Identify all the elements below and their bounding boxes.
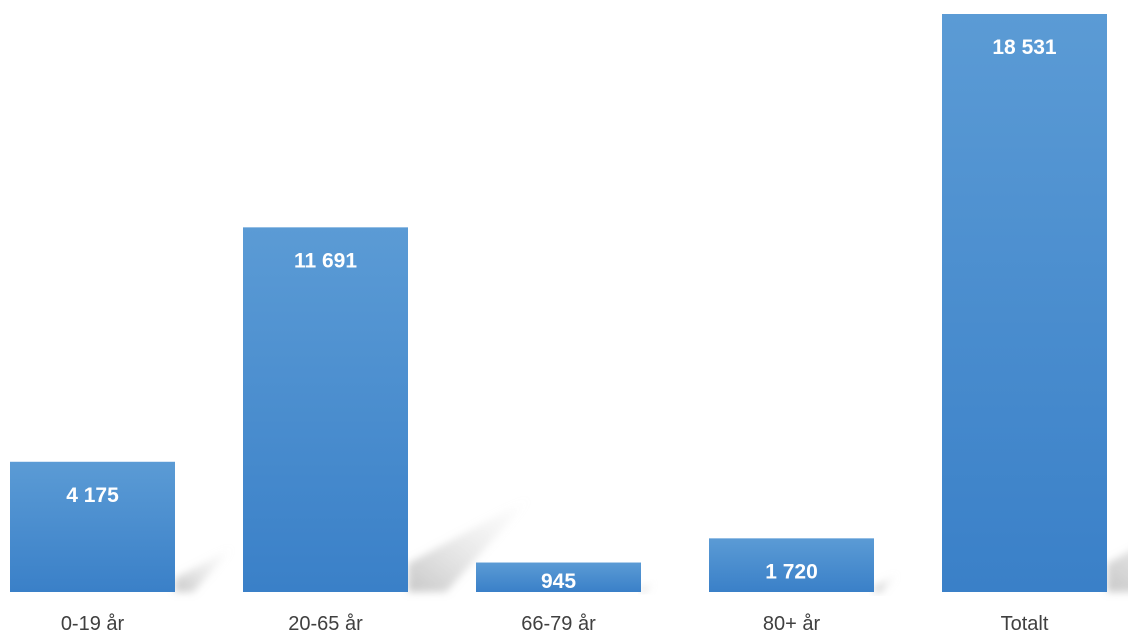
bar (243, 227, 408, 592)
data-label: 4 175 (66, 484, 119, 507)
bar (942, 14, 1107, 592)
category-labels: 0-19 år 20-65 år 66-79 år 80+ år Totalt (61, 613, 1049, 635)
bar-shadow (175, 546, 235, 592)
bar-shadow (874, 573, 899, 592)
data-label: 945 (541, 570, 576, 593)
bar-shadows (175, 497, 1128, 592)
category-label: 0-19 år (61, 613, 125, 633)
data-label: 1 720 (765, 560, 818, 583)
bar-shadow (408, 497, 532, 592)
bar-shadow (641, 581, 655, 592)
bar (709, 538, 874, 592)
category-label: Totalt (1001, 613, 1049, 633)
data-label: 18 531 (992, 36, 1057, 59)
data-labels: 4 175 11 691 945 1 720 18 531 (66, 36, 1057, 593)
bar (10, 461, 175, 592)
bar (476, 562, 641, 592)
bar-shadow (1107, 552, 1128, 592)
category-label: 20-65 år (288, 613, 363, 633)
data-label: 11 691 (294, 249, 357, 272)
bars (10, 14, 1107, 592)
category-label: 66-79 år (521, 613, 596, 633)
category-label: 80+ år (763, 613, 821, 633)
